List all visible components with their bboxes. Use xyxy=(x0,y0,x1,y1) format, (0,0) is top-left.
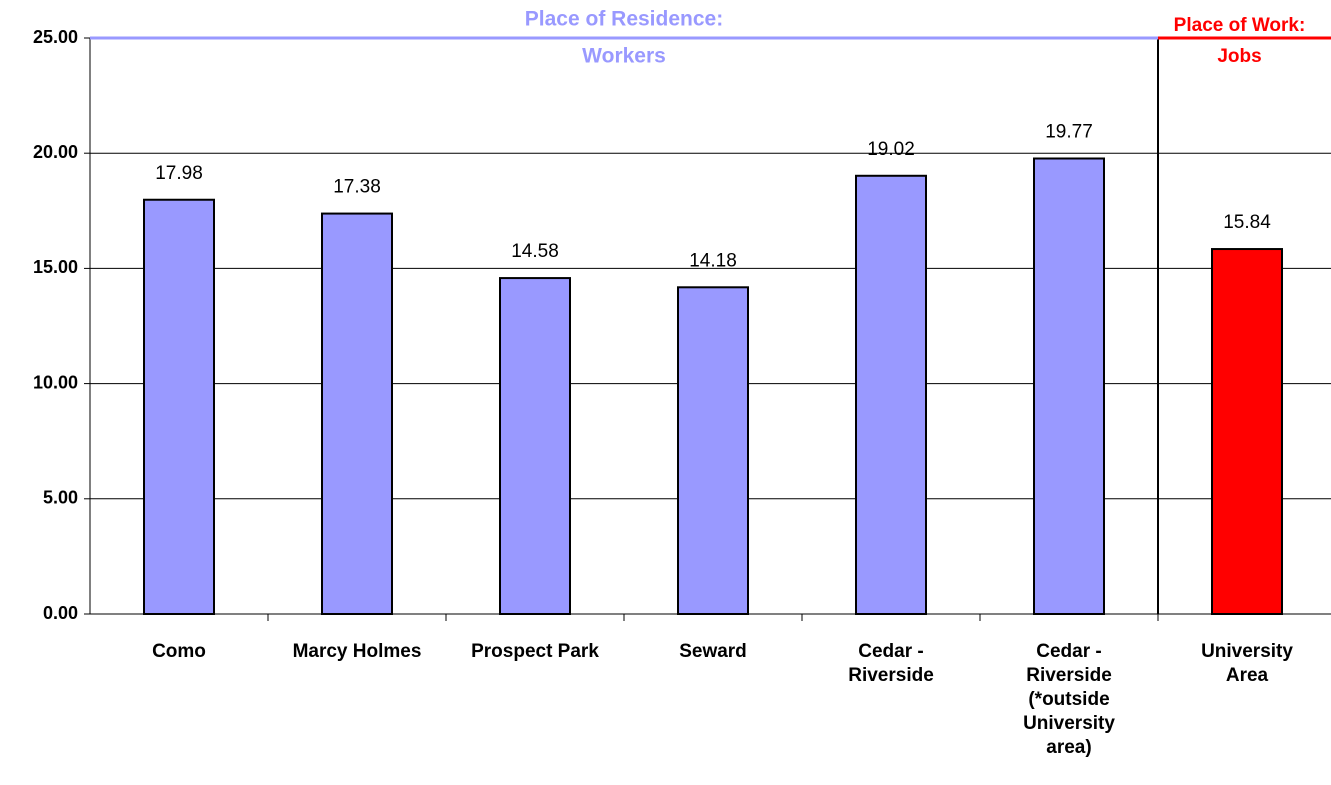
value-label: 15.84 xyxy=(1223,212,1271,233)
annotation: Jobs xyxy=(1217,46,1261,67)
value-label: 17.38 xyxy=(333,177,381,198)
x-tick-label: University Area xyxy=(1201,641,1293,686)
bar xyxy=(1211,248,1283,616)
bar xyxy=(1033,157,1105,615)
y-tick-label: 10.00 xyxy=(33,372,78,392)
annotation: Place of Work: xyxy=(1174,15,1306,36)
annotation: Workers xyxy=(582,45,666,68)
value-label: 17.98 xyxy=(155,163,203,184)
value-label: 19.02 xyxy=(867,139,915,160)
y-tick-label: 20.00 xyxy=(33,142,78,162)
y-tick-label: 5.00 xyxy=(43,488,78,508)
bar xyxy=(499,277,571,615)
bar xyxy=(855,174,927,615)
bar xyxy=(677,286,749,615)
y-tick-label: 15.00 xyxy=(33,257,78,277)
x-tick-label: Seward xyxy=(679,641,747,662)
x-tick-label: Cedar - Riverside (*outside University a… xyxy=(1023,641,1115,758)
x-tick-label: Prospect Park xyxy=(471,641,599,662)
y-tick-label: 0.00 xyxy=(43,603,78,623)
bar xyxy=(143,198,215,615)
x-tick-label: Cedar - Riverside xyxy=(848,641,934,686)
y-tick-label: 25.00 xyxy=(33,27,78,47)
bar xyxy=(321,212,393,616)
annotation: Place of Residence: xyxy=(525,8,723,31)
value-label: 14.18 xyxy=(689,250,737,271)
value-label: 14.58 xyxy=(511,241,559,262)
x-tick-label: Como xyxy=(152,641,206,662)
x-tick-label: Marcy Holmes xyxy=(292,641,422,662)
value-label: 19.77 xyxy=(1045,122,1093,143)
